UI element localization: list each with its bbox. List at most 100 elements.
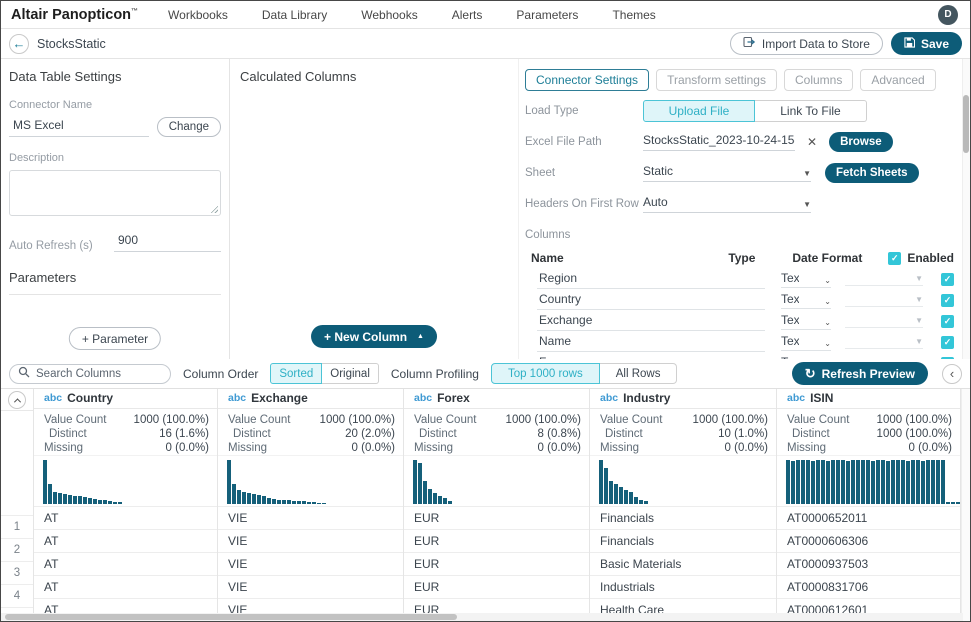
table-cell: AT0000606306 [777, 529, 960, 552]
column-stats: Value Count 1000 (100.0%) Distinct 10 (1.0… [590, 409, 776, 456]
chevron-down-icon: ▼ [915, 294, 923, 304]
histogram-bar [946, 502, 950, 504]
chevron-down-icon: ▼ [915, 336, 923, 346]
enable-all-checkbox[interactable] [888, 251, 902, 265]
auto-refresh-input[interactable]: 900 [114, 230, 221, 252]
collapse-panel-button[interactable]: ‹ [942, 363, 962, 384]
column-header-enabled: Enabled [907, 251, 954, 265]
tab-connector-settings[interactable]: Connector Settings [525, 69, 650, 91]
enabled-checkbox[interactable] [941, 273, 954, 286]
histogram-bar [252, 493, 256, 504]
column-order-original[interactable]: Original [322, 363, 379, 384]
nav-item-webhooks[interactable]: Webhooks [361, 7, 418, 22]
nav-item-alerts[interactable]: Alerts [451, 7, 483, 22]
column-type-select[interactable]: Text⌄ [781, 313, 831, 330]
nav-item-parameters[interactable]: Parameters [516, 7, 579, 22]
change-connector-button[interactable]: Change [156, 117, 221, 137]
histogram-bar [108, 501, 112, 504]
column-type-select[interactable]: Text⌄ [781, 334, 831, 351]
add-parameter-button[interactable]: + Parameter [68, 327, 162, 350]
column-name-input[interactable]: Region [537, 271, 765, 289]
panel-title-calculated-columns: Calculated Columns [240, 69, 357, 84]
column-row-exchange: Exchange Text⌄ ▼ [525, 311, 954, 332]
scrollbar-thumb[interactable] [963, 95, 969, 153]
save-button[interactable]: Save [890, 32, 962, 55]
column-name-input[interactable]: Country [537, 292, 765, 310]
table-cell: EUR [404, 552, 589, 575]
histogram-bar [881, 459, 885, 504]
histogram-bar [911, 459, 915, 504]
text-type-icon: abc [600, 392, 619, 405]
search-columns-input[interactable] [36, 367, 146, 380]
histogram-bar [796, 459, 800, 504]
clear-file-icon[interactable]: ✕ [807, 135, 818, 149]
nav-item-workbooks[interactable]: Workbooks [168, 7, 228, 22]
browse-button[interactable]: Browse [829, 132, 893, 152]
resize-handle-icon[interactable] [210, 205, 218, 213]
histogram-bar [242, 492, 246, 504]
headers-on-first-row-select[interactable]: Auto ▼ [643, 195, 811, 213]
profiling-all-rows[interactable]: All Rows [599, 363, 678, 384]
histogram-bar [916, 459, 920, 504]
preview-vertical-scrollbar[interactable] [961, 389, 970, 621]
histogram-bar [227, 459, 231, 504]
vertical-scrollbar[interactable] [962, 59, 970, 359]
histogram-bar [786, 459, 790, 504]
tab-advanced[interactable]: Advanced [860, 69, 936, 91]
enabled-checkbox[interactable] [941, 315, 954, 328]
enabled-checkbox[interactable] [941, 294, 954, 307]
date-format-select[interactable]: ▼ [845, 295, 923, 307]
back-button[interactable]: ← [9, 33, 29, 54]
histogram-bar [896, 460, 900, 504]
connector-settings-panel: Connector Settings Transform settings Co… [519, 59, 970, 359]
enabled-checkbox[interactable] [941, 336, 954, 349]
date-format-select[interactable]: ▼ [845, 337, 923, 349]
profiling-top-1000-rows[interactable]: Top 1000 rows [490, 363, 600, 384]
date-format-select[interactable]: ▼ [845, 274, 923, 286]
column-type-select[interactable]: Text⌄ [781, 292, 831, 309]
histogram-bar [317, 502, 321, 504]
scrollbar-thumb[interactable] [5, 614, 457, 620]
histogram-bar [267, 498, 271, 504]
tab-transform-settings[interactable]: Transform settings [656, 69, 777, 91]
histogram-bar [811, 460, 815, 504]
load-type-upload-file[interactable]: Upload File [643, 100, 755, 122]
enabled-checkbox[interactable] [941, 357, 954, 359]
column-name-input[interactable]: Forex [537, 355, 765, 360]
column-type-select[interactable]: Text⌄ [781, 271, 831, 288]
sheet-select[interactable]: Static ▼ [643, 164, 811, 182]
column-order-sorted[interactable]: Sorted [270, 363, 323, 384]
column-name-input[interactable]: Exchange [537, 313, 765, 331]
nav-item-themes[interactable]: Themes [612, 7, 656, 22]
date-format-select[interactable]: ▼ [845, 316, 923, 328]
tab-columns[interactable]: Columns [783, 69, 854, 91]
column-type-select[interactable]: Text⌄ [781, 355, 831, 359]
histogram-bar [624, 489, 628, 504]
settings-tabs: Connector Settings Transform settings Co… [525, 69, 954, 91]
connector-name-value[interactable]: MS Excel [9, 115, 149, 137]
table-cell: Financials [590, 529, 776, 552]
import-data-button[interactable]: Import Data to Store [729, 32, 883, 55]
collapse-stats-button[interactable] [8, 391, 26, 409]
histogram-bar [292, 500, 296, 504]
fetch-sheets-button[interactable]: Fetch Sheets [825, 163, 919, 183]
nav-item-data-library[interactable]: Data Library [261, 7, 328, 22]
description-textarea[interactable] [9, 170, 221, 216]
main-content: Data Table Settings Connector Name MS Ex… [1, 59, 970, 359]
horizontal-scrollbar[interactable] [1, 613, 963, 621]
date-format-select[interactable]: ▼ [845, 358, 923, 360]
user-avatar[interactable]: D [938, 4, 958, 25]
new-column-button[interactable]: + New Column ▲ [311, 325, 437, 348]
refresh-preview-button[interactable]: ↻ Refresh Preview [791, 362, 928, 385]
histogram-bar [871, 460, 875, 504]
chevron-down-icon: ⌄ [824, 339, 831, 348]
parameters-section-title: Parameters [9, 270, 221, 295]
excel-file-path-value[interactable]: StocksStatic_2023-10-24-15-0... [643, 133, 795, 151]
table-cell: AT0000652011 [777, 506, 960, 529]
column-row-country: Country Text⌄ ▼ [525, 290, 954, 311]
value-histogram [218, 456, 403, 506]
top-navbar: Altair Panopticon™ Workbooks Data Librar… [1, 1, 970, 29]
load-type-link-to-file[interactable]: Link To File [755, 100, 867, 122]
histogram-bar [262, 495, 266, 504]
column-name-input[interactable]: Name [537, 334, 765, 352]
